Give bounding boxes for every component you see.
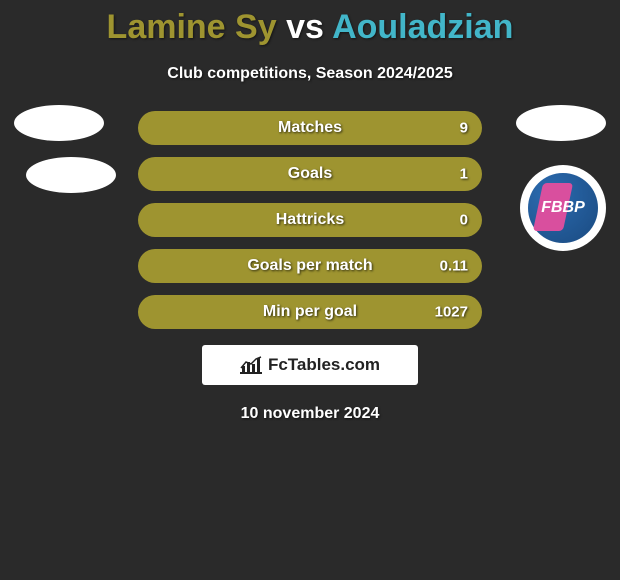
title-player1: Lamine Sy bbox=[107, 8, 277, 46]
date-label: 10 november 2024 bbox=[0, 405, 620, 423]
club-badge-inner: FBBP bbox=[528, 173, 598, 243]
stat-row: Min per goal 1027 bbox=[138, 295, 482, 329]
comparison-area: FBBP Matches 9 Goals 1 Hattricks 0 Goals per m… bbox=[0, 111, 620, 329]
chart-icon bbox=[240, 356, 262, 374]
club-badge-text: FBBP bbox=[541, 199, 585, 217]
stat-row: Goals 1 bbox=[138, 157, 482, 191]
stat-row: Hattricks 0 bbox=[138, 203, 482, 237]
stat-rows: Matches 9 Goals 1 Hattricks 0 Goals per match 0… bbox=[138, 111, 482, 329]
player1-avatar-placeholder bbox=[14, 105, 104, 141]
stat-value-right: 0 bbox=[460, 212, 468, 229]
stat-value-right: 9 bbox=[460, 120, 468, 137]
stat-value-right: 1027 bbox=[435, 304, 468, 321]
branding-text: FcTables.com bbox=[268, 355, 380, 375]
stat-value-right: 1 bbox=[460, 166, 468, 183]
subtitle: Club competitions, Season 2024/2025 bbox=[0, 65, 620, 83]
player2-avatar-placeholder bbox=[516, 105, 606, 141]
stat-label: Hattricks bbox=[276, 211, 344, 229]
stat-row: Goals per match 0.11 bbox=[138, 249, 482, 283]
branding-badge: FcTables.com bbox=[202, 345, 418, 385]
stat-row: Matches 9 bbox=[138, 111, 482, 145]
title-player2: Aouladzian bbox=[332, 8, 513, 46]
stat-label: Min per goal bbox=[263, 303, 357, 321]
stat-value-right: 0.11 bbox=[440, 258, 468, 275]
stat-label: Goals bbox=[288, 165, 332, 183]
player2-club-badge: FBBP bbox=[520, 165, 606, 251]
stat-label: Goals per match bbox=[247, 257, 372, 275]
stat-label: Matches bbox=[278, 119, 342, 137]
player1-club-placeholder bbox=[26, 157, 116, 193]
title-vs: vs bbox=[286, 8, 324, 46]
page-title: Lamine Sy vs Aouladzian bbox=[0, 0, 620, 47]
